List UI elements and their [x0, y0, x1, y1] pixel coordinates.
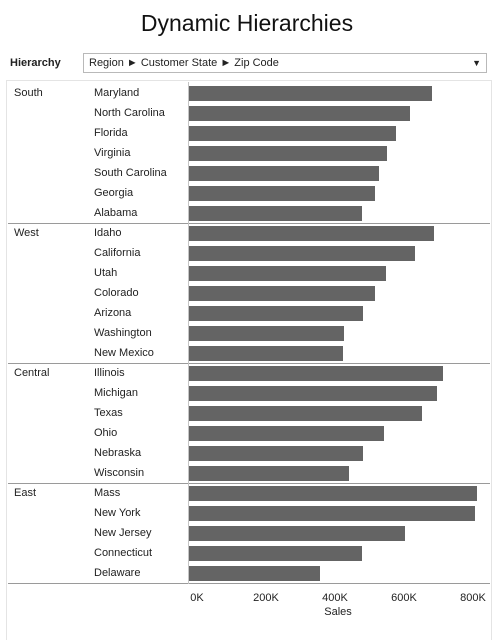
region-label-central: Central: [14, 367, 50, 379]
state-label: Nebraska: [94, 447, 142, 459]
bar-washington[interactable]: [189, 326, 344, 341]
bar-arizona[interactable]: [189, 306, 363, 321]
state-label: Alabama: [94, 207, 138, 219]
x-tick-label: 800K: [460, 592, 486, 604]
bar-connecticut[interactable]: [189, 546, 362, 561]
x-tick-label: 200K: [253, 592, 279, 604]
state-label: North Carolina: [94, 107, 165, 119]
state-label: Utah: [94, 267, 118, 279]
state-label: New Jersey: [94, 527, 152, 539]
state-label: Connecticut: [94, 547, 153, 559]
state-label: Washington: [94, 327, 152, 339]
state-label: Maryland: [94, 87, 140, 99]
bar-wisconsin[interactable]: [189, 466, 349, 481]
state-label: Virginia: [94, 147, 131, 159]
bar-illinois[interactable]: [189, 366, 443, 381]
bar-alabama[interactable]: [189, 206, 362, 221]
bar-nebraska[interactable]: [189, 446, 363, 461]
state-label: Texas: [94, 407, 123, 419]
bar-georgia[interactable]: [189, 186, 375, 201]
state-label: Arizona: [94, 307, 132, 319]
state-label: Mass: [94, 487, 121, 499]
state-label: Delaware: [94, 567, 141, 579]
region-separator: [8, 483, 490, 484]
region-label-south: South: [14, 87, 43, 99]
page-title: Dynamic Hierarchies: [140, 10, 354, 36]
state-label: New York: [94, 507, 141, 519]
hierarchy-label: Hierarchy: [10, 57, 61, 69]
bar-virginia[interactable]: [189, 146, 387, 161]
dropdown-arrow-icon[interactable]: ▼: [472, 58, 481, 68]
state-label: Florida: [94, 127, 128, 139]
bar-idaho[interactable]: [189, 226, 434, 241]
bar-new-jersey[interactable]: [189, 526, 405, 541]
state-label: South Carolina: [94, 167, 167, 179]
state-label: Wisconsin: [94, 467, 145, 479]
state-label: California: [94, 247, 141, 259]
bar-new-york[interactable]: [189, 506, 475, 521]
region-label-west: West: [14, 227, 39, 239]
state-label: Colorado: [94, 287, 139, 299]
axis-line: [188, 82, 189, 584]
bar-mass[interactable]: [189, 486, 477, 501]
region-separator: [8, 363, 490, 364]
bar-south-carolina[interactable]: [189, 166, 379, 181]
state-label: Ohio: [94, 427, 118, 439]
x-tick-label: 600K: [391, 592, 417, 604]
hierarchy-selected-value: Region ► Customer State ► Zip Code: [89, 57, 279, 69]
bar-ohio[interactable]: [189, 426, 384, 441]
state-label: Georgia: [94, 187, 134, 199]
region-separator: [8, 583, 490, 584]
bar-texas[interactable]: [189, 406, 422, 421]
bar-north-carolina[interactable]: [189, 106, 410, 121]
x-tick-label: 400K: [322, 592, 348, 604]
bar-new-mexico[interactable]: [189, 346, 343, 361]
state-label: Illinois: [94, 367, 125, 379]
region-separator: [8, 223, 490, 224]
bar-california[interactable]: [189, 246, 415, 261]
bar-utah[interactable]: [189, 266, 386, 281]
x-tick-label: 0K: [190, 592, 204, 604]
state-label: Michigan: [94, 387, 139, 399]
x-axis-label: Sales: [324, 606, 352, 618]
bar-colorado[interactable]: [189, 286, 375, 301]
state-label: Idaho: [94, 227, 122, 239]
chart-frame: [6, 80, 492, 640]
bar-maryland[interactable]: [189, 86, 432, 101]
bar-florida[interactable]: [189, 126, 396, 141]
bar-delaware[interactable]: [189, 566, 320, 581]
state-label: New Mexico: [94, 347, 154, 359]
bar-michigan[interactable]: [189, 386, 437, 401]
region-label-east: East: [14, 487, 37, 499]
hierarchy-dropdown[interactable]: Region ► Customer State ► Zip Code ▼: [83, 53, 487, 73]
